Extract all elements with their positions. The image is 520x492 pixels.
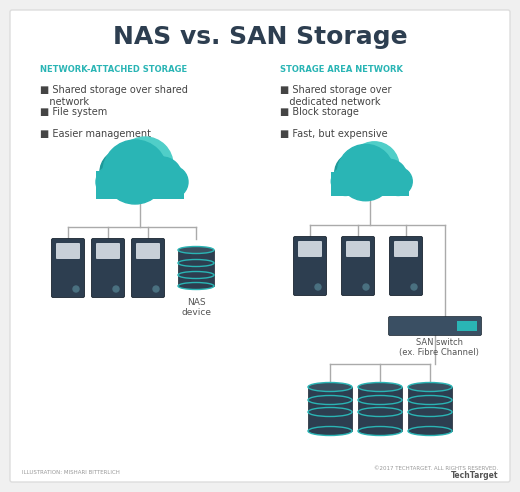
Text: ■ Shared storage over shared
   network: ■ Shared storage over shared network	[40, 85, 188, 107]
Text: ■ Shared storage over
   dedicated network: ■ Shared storage over dedicated network	[280, 85, 392, 107]
Ellipse shape	[178, 246, 214, 253]
FancyBboxPatch shape	[10, 10, 510, 482]
Ellipse shape	[178, 282, 214, 289]
Circle shape	[96, 166, 128, 198]
Circle shape	[337, 145, 394, 201]
FancyBboxPatch shape	[298, 241, 322, 257]
FancyBboxPatch shape	[408, 387, 452, 431]
Circle shape	[315, 284, 321, 290]
FancyBboxPatch shape	[394, 241, 418, 257]
Text: NAS
device: NAS device	[181, 298, 211, 317]
FancyBboxPatch shape	[136, 243, 160, 259]
Circle shape	[142, 157, 182, 197]
Ellipse shape	[308, 382, 352, 392]
FancyBboxPatch shape	[96, 171, 184, 199]
FancyBboxPatch shape	[293, 237, 327, 296]
Circle shape	[113, 286, 119, 292]
FancyBboxPatch shape	[342, 237, 374, 296]
FancyBboxPatch shape	[132, 239, 164, 298]
Circle shape	[384, 167, 412, 195]
Ellipse shape	[408, 427, 452, 435]
FancyBboxPatch shape	[96, 243, 120, 259]
FancyBboxPatch shape	[92, 239, 124, 298]
Ellipse shape	[408, 382, 452, 392]
Ellipse shape	[308, 427, 352, 435]
Circle shape	[73, 286, 79, 292]
Text: SAN switch
(ex. Fibre Channel): SAN switch (ex. Fibre Channel)	[399, 338, 479, 357]
Text: TechTarget: TechTarget	[450, 471, 498, 481]
Text: NETWORK-ATTACHED STORAGE: NETWORK-ATTACHED STORAGE	[40, 65, 187, 74]
FancyBboxPatch shape	[51, 239, 84, 298]
Circle shape	[350, 142, 399, 191]
FancyBboxPatch shape	[358, 387, 402, 431]
FancyBboxPatch shape	[346, 241, 370, 257]
Circle shape	[100, 150, 144, 194]
Text: STORAGE AREA NETWORK: STORAGE AREA NETWORK	[280, 65, 403, 74]
Text: ■ File system: ■ File system	[40, 107, 107, 117]
Circle shape	[335, 153, 373, 192]
FancyBboxPatch shape	[388, 316, 482, 336]
Circle shape	[156, 166, 188, 198]
Circle shape	[331, 167, 359, 195]
Text: ■ Block storage: ■ Block storage	[280, 107, 359, 117]
Text: NAS vs. SAN Storage: NAS vs. SAN Storage	[113, 25, 407, 49]
Text: ■ Fast, but expensive: ■ Fast, but expensive	[280, 129, 387, 139]
FancyBboxPatch shape	[56, 243, 80, 259]
FancyBboxPatch shape	[308, 387, 352, 431]
FancyBboxPatch shape	[331, 172, 409, 196]
FancyBboxPatch shape	[457, 321, 477, 331]
Circle shape	[372, 159, 407, 195]
Circle shape	[103, 140, 167, 204]
Circle shape	[411, 284, 417, 290]
Ellipse shape	[358, 427, 402, 435]
Text: ■ Easier management: ■ Easier management	[40, 129, 151, 139]
Circle shape	[153, 286, 159, 292]
Ellipse shape	[358, 382, 402, 392]
FancyBboxPatch shape	[389, 237, 422, 296]
FancyBboxPatch shape	[178, 250, 214, 286]
Text: ILLUSTRATION: MISHARI BITTERLICH: ILLUSTRATION: MISHARI BITTERLICH	[22, 469, 120, 474]
Circle shape	[117, 137, 173, 193]
Text: ©2017 TECHTARGET. ALL RIGHTS RESERVED.: ©2017 TECHTARGET. ALL RIGHTS RESERVED.	[374, 465, 498, 470]
Circle shape	[363, 284, 369, 290]
